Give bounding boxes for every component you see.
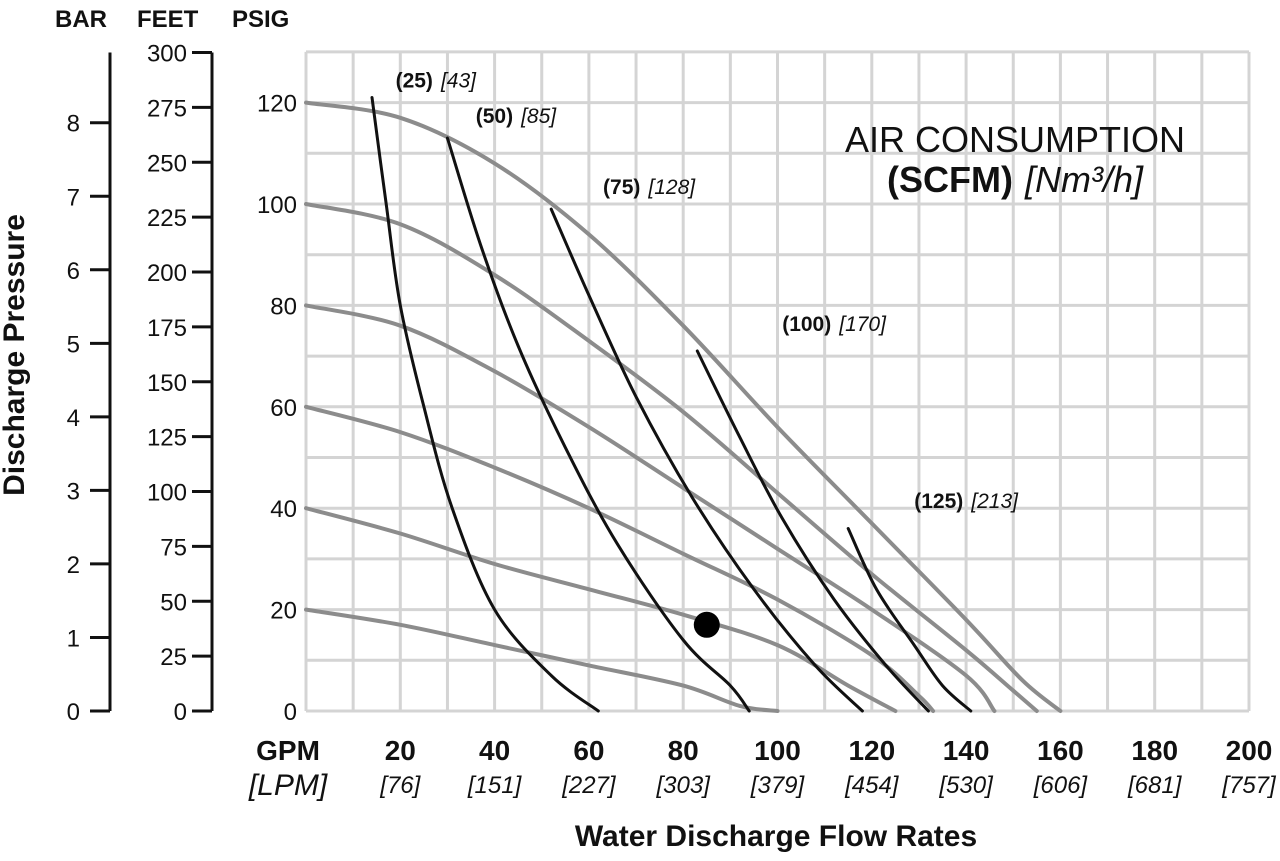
plot-grid bbox=[304, 50, 1251, 713]
legend-units-nm3h: [Nm³/h] bbox=[1024, 159, 1144, 200]
x-tick-label-gpm: 180 bbox=[1131, 735, 1178, 766]
feet-tick-label: 200 bbox=[147, 260, 187, 287]
bar-tick-label: 8 bbox=[67, 111, 80, 138]
feet-tick-label: 175 bbox=[147, 315, 187, 342]
air-curve-label-scfm: (25) bbox=[396, 69, 433, 92]
bar-tick-label: 5 bbox=[67, 331, 80, 358]
bar-tick-label: 0 bbox=[67, 699, 80, 726]
air-consumption-curves bbox=[370, 96, 973, 713]
x-tick-label-gpm: 160 bbox=[1037, 735, 1084, 766]
pressure-curve-2 bbox=[304, 202, 1039, 713]
psig-tick-label: 60 bbox=[270, 395, 297, 422]
psig-tick-label: 100 bbox=[257, 192, 297, 219]
air-curve-3 bbox=[549, 207, 864, 713]
axes: 0204060801001200255075100125150175200225… bbox=[67, 41, 1277, 799]
air-curve-label-nm3h: [213] bbox=[970, 490, 1019, 513]
bar-tick-label: 6 bbox=[67, 258, 80, 285]
x-tick-label-gpm: 200 bbox=[1226, 735, 1273, 766]
air-curve-label: (75) [128] bbox=[603, 176, 696, 199]
air-curve-label: (125) [213] bbox=[914, 490, 1019, 513]
air-curve-1 bbox=[370, 96, 600, 713]
x-tick-label-gpm: 120 bbox=[848, 735, 895, 766]
air-curve-label: (50) [85] bbox=[476, 105, 558, 128]
feet-tick-label: 125 bbox=[147, 425, 187, 452]
pressure-curve-5 bbox=[304, 506, 898, 713]
air-curve-label-nm3h: [43] bbox=[440, 69, 477, 92]
feet-tick-label: 50 bbox=[160, 589, 187, 616]
x-tick-label-gpm: 140 bbox=[943, 735, 990, 766]
legend-units: (SCFM) [Nm³/h] bbox=[887, 159, 1144, 200]
x-axis-unit-lpm: [LPM] bbox=[248, 769, 328, 802]
air-curve-label-nm3h: [85] bbox=[520, 105, 557, 128]
pressure-curve-6 bbox=[304, 607, 780, 713]
feet-tick-label: 75 bbox=[160, 534, 187, 561]
psig-axis-header: PSIG bbox=[232, 6, 289, 33]
x-tick-label-gpm: 40 bbox=[479, 735, 510, 766]
x-tick-label-gpm: 60 bbox=[573, 735, 604, 766]
bar-tick-label: 3 bbox=[67, 478, 80, 505]
feet-tick-label: 25 bbox=[160, 644, 187, 671]
air-curve-4 bbox=[695, 349, 930, 713]
air-curve-label-scfm: (50) bbox=[476, 105, 513, 128]
feet-tick-label: 300 bbox=[147, 41, 187, 68]
feet-tick-label: 100 bbox=[147, 480, 187, 507]
air-consumption-labels: (25) [43] (50) [85] (75) [128] (100) [170] (125)… bbox=[396, 69, 1020, 513]
air-curve-label-scfm: (100) bbox=[782, 313, 831, 336]
psig-tick-label: 120 bbox=[257, 91, 297, 118]
air-curve-5 bbox=[846, 527, 973, 713]
x-tick-label-lpm: [606] bbox=[1033, 772, 1089, 799]
air-curve-2 bbox=[445, 136, 751, 713]
bar-axis-header: BAR bbox=[55, 6, 107, 33]
bar-tick-label: 4 bbox=[67, 405, 80, 432]
air-curve-label-scfm: (75) bbox=[603, 176, 640, 199]
x-axis-title: Water Discharge Flow Rates bbox=[575, 820, 977, 853]
x-tick-label-lpm: [454] bbox=[844, 772, 900, 799]
air-curve-label: (100) [170] bbox=[782, 313, 887, 336]
operating-point-group bbox=[693, 611, 720, 638]
bar-tick-label: 7 bbox=[67, 184, 80, 211]
x-tick-label-lpm: [151] bbox=[467, 772, 523, 799]
feet-tick-label: 0 bbox=[174, 699, 187, 726]
y-axis-title: Discharge Pressure bbox=[0, 214, 31, 496]
x-tick-label-lpm: [303] bbox=[656, 772, 712, 799]
x-tick-label-gpm: 80 bbox=[668, 735, 699, 766]
x-tick-label-lpm: [530] bbox=[938, 772, 994, 799]
x-tick-label-gpm: 100 bbox=[754, 735, 801, 766]
feet-tick-label: 275 bbox=[147, 95, 187, 122]
feet-tick-label: 225 bbox=[147, 205, 187, 232]
air-curve-label-scfm: (125) bbox=[914, 490, 963, 513]
psig-tick-label: 20 bbox=[270, 598, 297, 625]
feet-tick-label: 250 bbox=[147, 150, 187, 177]
legend-title: AIR CONSUMPTION bbox=[845, 119, 1185, 160]
air-curve-label-nm3h: [128] bbox=[647, 176, 696, 199]
psig-tick-label: 0 bbox=[284, 699, 297, 726]
x-tick-label-lpm: [681] bbox=[1127, 772, 1183, 799]
x-tick-label-gpm: 20 bbox=[385, 735, 416, 766]
bar-tick-label: 2 bbox=[67, 552, 80, 579]
operating-point-marker bbox=[693, 611, 720, 638]
x-tick-label-lpm: [227] bbox=[561, 772, 617, 799]
x-tick-label-lpm: [757] bbox=[1221, 772, 1277, 799]
air-curve-label-nm3h: [170] bbox=[838, 313, 887, 336]
feet-axis-header: FEET bbox=[137, 6, 199, 33]
x-tick-label-lpm: [379] bbox=[750, 772, 806, 799]
pressure-curve-1 bbox=[304, 100, 1063, 713]
bar-tick-label: 1 bbox=[67, 625, 80, 652]
feet-tick-label: 150 bbox=[147, 370, 187, 397]
psig-tick-label: 40 bbox=[270, 496, 297, 523]
legend-units-scfm: (SCFM) bbox=[887, 159, 1013, 200]
x-tick-label-lpm: [76] bbox=[379, 772, 421, 799]
pressure-curve-3 bbox=[304, 303, 997, 713]
x-axis-unit-gpm: GPM bbox=[256, 735, 320, 766]
air-curve-label: (25) [43] bbox=[396, 69, 478, 92]
psig-tick-label: 80 bbox=[270, 293, 297, 320]
